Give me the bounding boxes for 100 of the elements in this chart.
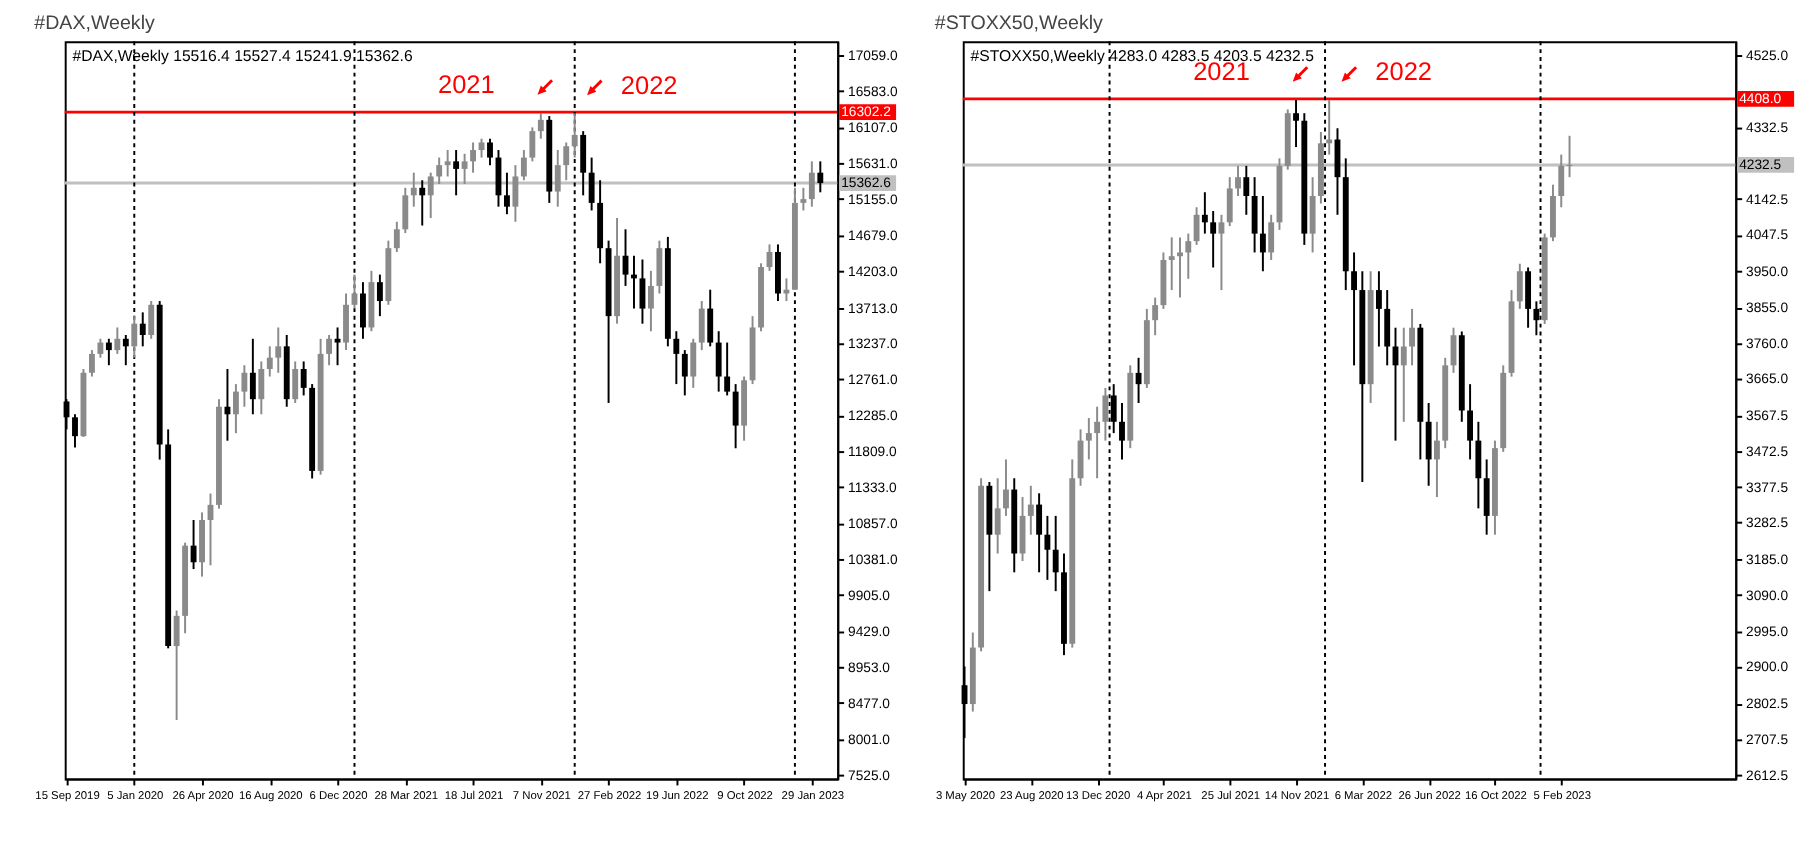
chart-title: #DAX,Weekly [34,12,155,35]
candlestick [512,164,519,223]
candlestick [343,292,349,352]
candlestick [139,311,146,348]
candlestick [173,609,180,722]
candlestick [266,345,273,378]
candlestick [681,349,688,397]
candlestick [1152,296,1159,337]
candlestick [673,330,680,386]
candlestick [1094,405,1101,480]
candlestick [1467,383,1474,461]
candlestick [994,477,1001,555]
candlestick [817,160,824,194]
candlestick [1168,236,1175,292]
candlestick [241,364,248,408]
candlestick [1119,402,1125,461]
candlestick [1525,266,1532,329]
candlestick [1177,236,1183,299]
candlestick [1375,270,1382,348]
candlestick [1185,232,1192,280]
candlestick [148,300,155,340]
candlestick [368,269,375,333]
candlestick [249,337,256,416]
candlestick [1433,420,1440,499]
candlestick [351,273,358,310]
candlestick [1400,326,1407,423]
candlestick [808,160,815,208]
candlestick [1210,210,1217,269]
candlestick [1044,514,1051,581]
candlestick [1475,420,1482,510]
candlestick [1516,262,1523,310]
candlestick [232,383,239,435]
candlestick [1351,251,1357,367]
candlestick [1226,176,1233,228]
annotation: 2022 [1375,56,1433,87]
candlestick [1085,417,1092,461]
candlestick [529,126,536,163]
candlestick [732,383,739,450]
candlestick [410,171,417,208]
candlestick [715,330,722,393]
candlestick [690,337,697,389]
annotation: #STOXX50,Weekly 4283.0 4283.5 4203.5 4232.5 [970,46,1316,65]
candlestick [647,269,654,333]
candlestick [1483,458,1490,536]
candlestick [563,141,570,182]
candlestick [427,171,434,219]
annotation: 2022 [620,69,678,100]
candlestick [520,149,527,182]
candlestick [122,334,129,367]
candlestick [1027,484,1034,536]
candlestick [1293,99,1299,149]
candlestick [258,360,265,416]
candlestick [393,220,400,253]
candlestick [1102,386,1109,442]
candlestick [88,349,95,378]
candlestick [131,315,138,359]
candlestick [504,171,510,216]
candlestick [1251,176,1258,254]
candlestick [461,152,468,185]
candlestick [597,179,604,265]
candlestick [72,413,78,449]
candlestick [199,511,205,578]
candlestick [360,281,366,340]
candlestick [741,375,748,442]
candlestick [1218,213,1225,292]
candlestick [1558,153,1565,209]
candlestick [444,149,451,178]
annotation: #DAX,Weekly 15516.4 15527.4 15241.9 15362.6 [72,46,414,65]
annotation: 2021 [437,69,495,100]
candlestick [190,519,197,571]
candlestick [1309,176,1316,254]
candlestick [419,179,426,227]
candlestick [537,112,544,140]
candlestick [775,243,781,303]
candlestick [105,337,112,367]
candlestick [1409,307,1416,367]
chart-title: #STOXX50,Weekly [934,12,1104,35]
candlestick [97,337,104,359]
candlestick [1201,191,1208,235]
candlestick [588,156,595,212]
candlestick [724,341,731,397]
candlestick [1384,289,1391,367]
candlestick [1052,514,1059,593]
candlestick [571,112,578,159]
candlestick [554,149,561,208]
candlestick [436,156,443,185]
candlestick [470,141,476,174]
candlestick [580,130,587,197]
candlestick [1243,164,1250,216]
candlestick [1036,492,1043,574]
candlestick [1135,356,1142,404]
candlestick [275,326,282,374]
candlestick [800,186,807,212]
candlestick [453,149,460,197]
candlestick [376,273,383,318]
candlestick [292,360,299,404]
candlestick [1268,213,1275,261]
candlestick [1550,183,1556,243]
candlestick [1160,251,1167,310]
candlestick [1235,164,1241,197]
